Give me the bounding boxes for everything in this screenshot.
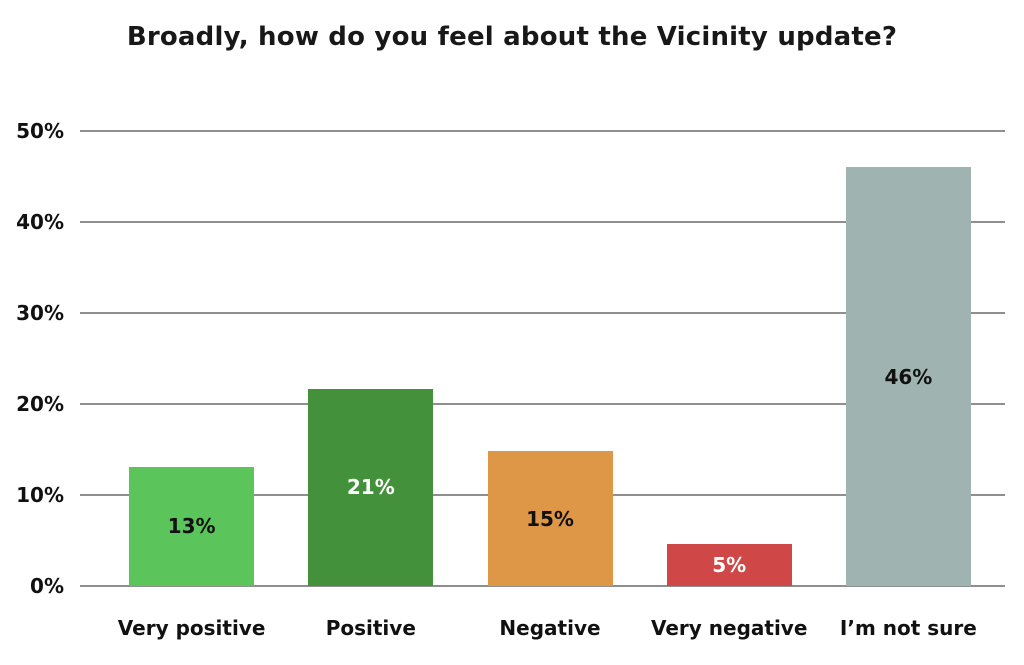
- y-axis-tick-label: 0%: [30, 574, 64, 598]
- bar-value-label: 21%: [346, 475, 395, 500]
- y-axis-tick-label: 20%: [16, 392, 64, 416]
- x-axis-category-label: Negative: [499, 616, 601, 640]
- bar-i-m-not-sure: 46%: [845, 167, 971, 586]
- x-axis-category-label: Very negative: [650, 616, 808, 640]
- bar-very-positive: 13%: [129, 466, 255, 586]
- bar-negative: 15%: [487, 451, 613, 586]
- y-axis-tick-label: 40%: [16, 210, 64, 234]
- gridline: [80, 130, 1005, 132]
- x-axis-category-label: Positive: [325, 616, 416, 640]
- bar-positive: 21%: [308, 388, 434, 586]
- gridline: [80, 403, 1005, 405]
- x-axis-category-label: Very positive: [117, 616, 266, 640]
- y-axis-tick-label: 10%: [16, 483, 64, 507]
- bar-value-label: 5%: [712, 553, 747, 578]
- bar-very-negative: 5%: [666, 544, 792, 586]
- y-axis-tick-label: 30%: [16, 301, 64, 325]
- bar-value-label: 15%: [526, 506, 574, 531]
- bar-value-label: 46%: [884, 364, 933, 389]
- chart-title: Broadly, how do you feel about the Vicin…: [126, 22, 898, 52]
- x-axis-category-label: I’m not sure: [839, 616, 977, 640]
- bar-value-label: 13%: [167, 514, 216, 539]
- gridline: [80, 312, 1005, 314]
- y-axis-tick-label: 50%: [16, 119, 64, 143]
- gridline: [80, 585, 1005, 587]
- gridline: [80, 221, 1005, 223]
